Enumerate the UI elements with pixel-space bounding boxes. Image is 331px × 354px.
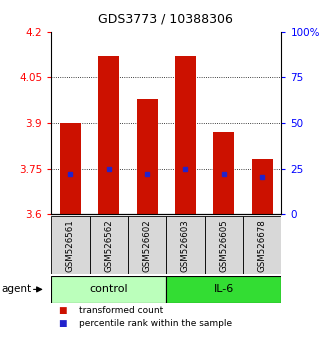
Bar — [51, 276, 166, 303]
Text: ■: ■ — [58, 319, 67, 329]
Bar — [60, 123, 81, 214]
Bar — [252, 160, 273, 214]
Text: ■: ■ — [58, 306, 67, 315]
Bar — [90, 216, 128, 274]
Bar — [51, 216, 90, 274]
Text: agent: agent — [2, 284, 32, 295]
Bar — [243, 216, 281, 274]
Text: GSM526603: GSM526603 — [181, 219, 190, 272]
Text: GDS3773 / 10388306: GDS3773 / 10388306 — [98, 12, 233, 25]
Text: GSM526561: GSM526561 — [66, 219, 75, 272]
Text: percentile rank within the sample: percentile rank within the sample — [79, 319, 233, 329]
Bar — [175, 56, 196, 214]
Text: transformed count: transformed count — [79, 306, 164, 315]
Text: GSM526678: GSM526678 — [258, 219, 267, 272]
Text: IL-6: IL-6 — [214, 284, 234, 295]
Text: control: control — [89, 284, 128, 295]
Bar — [98, 56, 119, 214]
Bar — [137, 99, 158, 214]
Bar — [213, 132, 234, 214]
Text: GSM526562: GSM526562 — [104, 219, 113, 272]
Bar — [128, 216, 166, 274]
Bar — [205, 216, 243, 274]
Bar — [166, 216, 205, 274]
Bar — [166, 276, 281, 303]
Text: GSM526605: GSM526605 — [219, 219, 228, 272]
Text: GSM526602: GSM526602 — [143, 219, 152, 272]
